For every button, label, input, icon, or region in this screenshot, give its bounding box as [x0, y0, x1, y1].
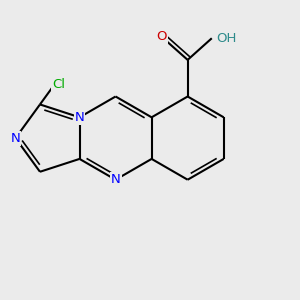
- Text: O: O: [157, 31, 167, 44]
- Text: N: N: [75, 111, 84, 124]
- Text: N: N: [111, 173, 121, 186]
- Text: OH: OH: [217, 32, 237, 45]
- Text: Cl: Cl: [52, 78, 65, 91]
- Text: N: N: [11, 132, 20, 145]
